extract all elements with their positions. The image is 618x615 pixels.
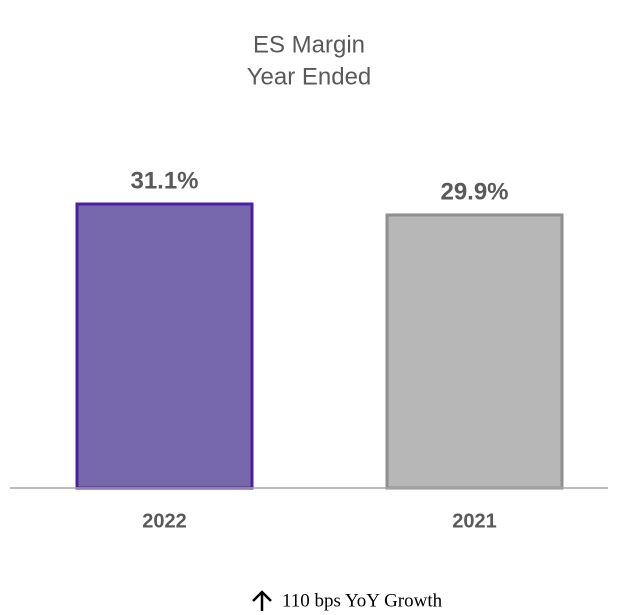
x-tick-label: 2021 [452,510,497,532]
value-label: 31.1% [130,167,198,194]
bar [75,202,254,490]
up-arrow [252,590,272,611]
bar [385,213,564,490]
x-tick-label: 2022 [142,510,187,532]
annotation: 110 bps YoY Growth [282,590,443,611]
chart-subtitle: Year Ended [247,63,372,90]
chart-title: ES Margin [253,31,365,58]
value-label: 29.9% [440,178,508,205]
